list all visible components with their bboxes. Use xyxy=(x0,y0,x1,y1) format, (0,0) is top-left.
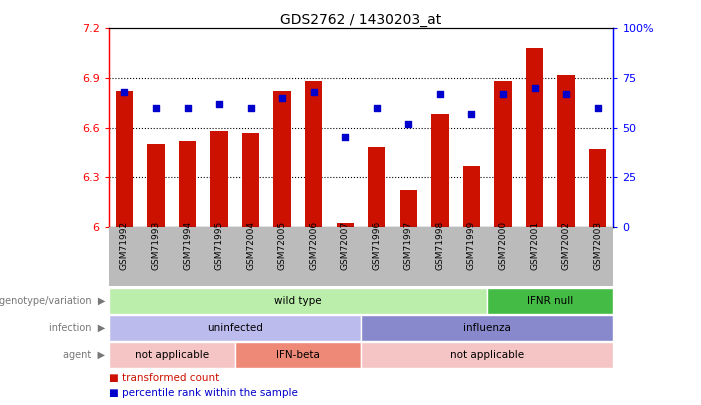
Point xyxy=(435,91,446,97)
Bar xyxy=(273,91,291,227)
Bar xyxy=(431,114,449,227)
Point xyxy=(466,111,477,117)
Point xyxy=(151,104,162,111)
Bar xyxy=(109,288,487,314)
Point xyxy=(214,100,225,107)
Bar xyxy=(589,149,606,227)
Bar xyxy=(526,48,543,227)
Bar xyxy=(109,315,361,341)
Text: ■ percentile rank within the sample: ■ percentile rank within the sample xyxy=(109,388,297,398)
Bar xyxy=(494,81,512,227)
Bar xyxy=(116,91,133,227)
Bar xyxy=(147,144,165,227)
Point xyxy=(592,104,604,111)
Bar xyxy=(487,288,613,314)
Point xyxy=(119,89,130,95)
Text: ■ transformed count: ■ transformed count xyxy=(109,373,219,383)
Bar xyxy=(368,147,386,227)
Bar xyxy=(557,75,575,227)
Text: influenza: influenza xyxy=(463,323,511,333)
Bar xyxy=(235,342,361,368)
Text: uninfected: uninfected xyxy=(207,323,263,333)
Text: IFN-beta: IFN-beta xyxy=(276,350,320,360)
Text: infection  ▶: infection ▶ xyxy=(49,323,105,333)
Bar xyxy=(210,131,228,227)
Point xyxy=(529,85,540,91)
Text: IFNR null: IFNR null xyxy=(527,296,573,306)
Title: GDS2762 / 1430203_at: GDS2762 / 1430203_at xyxy=(280,13,442,27)
Point xyxy=(182,104,193,111)
Point xyxy=(498,91,509,97)
Text: agent  ▶: agent ▶ xyxy=(63,350,105,360)
Bar xyxy=(305,81,322,227)
Point xyxy=(308,89,320,95)
Text: not applicable: not applicable xyxy=(450,350,524,360)
Text: not applicable: not applicable xyxy=(135,350,209,360)
Bar xyxy=(361,315,613,341)
Bar xyxy=(109,342,235,368)
Bar xyxy=(179,141,196,227)
Point xyxy=(561,91,572,97)
Point xyxy=(340,134,351,141)
Text: genotype/variation  ▶: genotype/variation ▶ xyxy=(0,296,105,306)
Text: wild type: wild type xyxy=(274,296,322,306)
Bar xyxy=(463,166,480,227)
Point xyxy=(277,95,288,101)
Point xyxy=(245,104,257,111)
Bar xyxy=(361,342,613,368)
Bar xyxy=(242,132,259,227)
Bar xyxy=(336,224,354,227)
Bar xyxy=(400,190,417,227)
Point xyxy=(403,120,414,127)
Point xyxy=(372,104,383,111)
